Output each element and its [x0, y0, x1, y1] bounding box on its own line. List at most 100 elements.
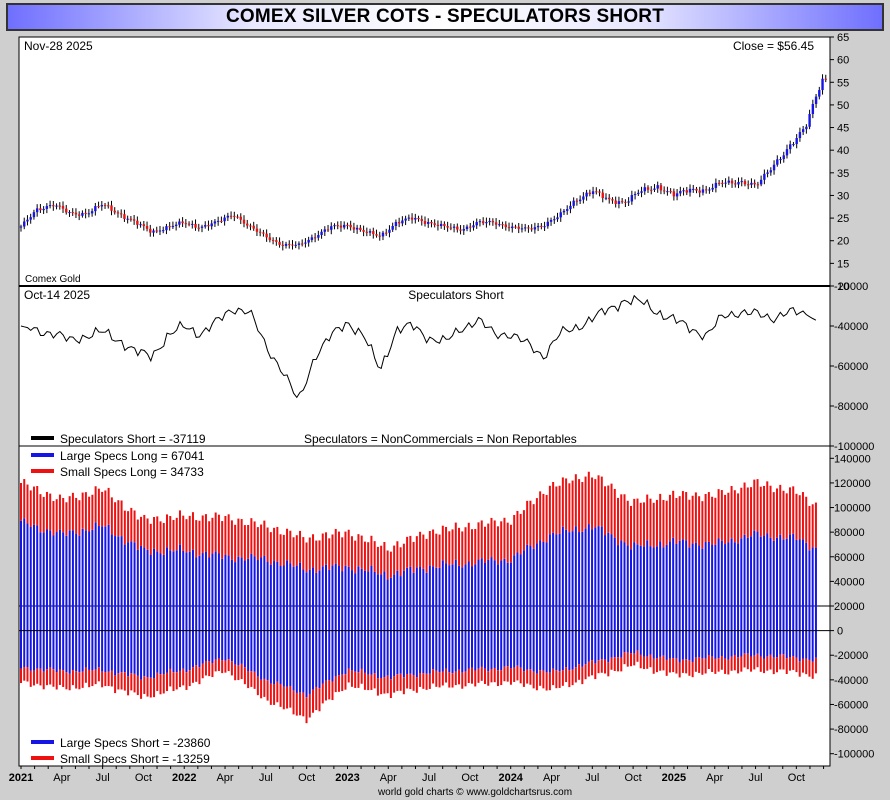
- price-candle: [313, 237, 317, 239]
- bar-large-short: [766, 630, 769, 657]
- bar-large-long: [58, 529, 61, 631]
- bar-large-short: [383, 630, 386, 678]
- bar-small-short: [730, 656, 733, 671]
- bar-small-long: [114, 502, 117, 537]
- price-candle: [81, 212, 84, 216]
- bar-large-short: [714, 630, 717, 659]
- bar-small-short: [772, 657, 775, 675]
- bar-large-short: [276, 630, 279, 682]
- y-tick-label: -80000: [834, 401, 868, 413]
- bar-large-short: [130, 630, 133, 674]
- price-candle: [491, 220, 495, 223]
- bar-small-long: [617, 497, 620, 546]
- legend-swatch-large-short: [31, 740, 54, 744]
- bar-small-short: [315, 686, 318, 711]
- bar-small-short: [376, 678, 379, 696]
- bar-small-long: [477, 522, 480, 560]
- bar-large-long: [198, 555, 201, 631]
- bar-small-long: [65, 502, 68, 536]
- bar-small-short: [451, 673, 454, 688]
- bar-large-short: [256, 630, 259, 677]
- bar-large-short: [156, 630, 159, 673]
- price-candle: [61, 205, 65, 209]
- bar-large-short: [360, 630, 363, 669]
- bar-small-short: [65, 672, 68, 690]
- bar-small-long: [396, 541, 399, 571]
- price-candle: [48, 205, 52, 207]
- bar-large-long: [20, 520, 22, 631]
- bar-large-long: [701, 548, 704, 631]
- bar-small-long: [659, 493, 662, 542]
- price-candle: [210, 223, 213, 227]
- x-tick-label: Oct: [298, 772, 315, 784]
- price-candle: [523, 227, 527, 229]
- bar-small-long: [772, 492, 775, 541]
- bar-large-long: [737, 543, 740, 631]
- price-candle: [229, 215, 233, 217]
- bar-large-long: [604, 535, 607, 631]
- bar-small-short: [386, 675, 389, 694]
- bar-large-short: [52, 630, 55, 670]
- bar-small-short: [526, 669, 529, 684]
- bar-large-long: [188, 551, 191, 631]
- bar-small-short: [295, 692, 298, 716]
- bar-large-long: [587, 524, 590, 631]
- bar-small-long: [711, 496, 714, 545]
- bar-small-short: [292, 690, 295, 715]
- price-candle: [669, 191, 672, 193]
- price-candle: [414, 217, 417, 220]
- bar-small-long: [698, 496, 701, 546]
- bar-large-long: [691, 543, 694, 631]
- bar-large-short: [334, 630, 337, 677]
- title-banner: COMEX SILVER COTS - SPECULATORS SHORT: [6, 3, 884, 31]
- bar-large-short: [795, 630, 798, 658]
- bar-small-short: [97, 667, 100, 682]
- bar-small-long: [110, 497, 113, 535]
- price-candle: [423, 221, 427, 224]
- bar-large-long: [224, 555, 227, 631]
- bar-large-long: [798, 539, 801, 631]
- price-candle: [271, 239, 275, 241]
- bar-small-long: [766, 481, 769, 534]
- bar-small-long: [211, 517, 214, 554]
- bar-small-short: [88, 669, 91, 688]
- bar-large-long: [276, 561, 279, 631]
- bar-small-short: [182, 668, 185, 686]
- bar-small-long: [548, 485, 551, 535]
- bar-small-short: [617, 657, 620, 672]
- bar-large-long: [772, 540, 775, 631]
- price-candle: [730, 180, 734, 184]
- bar-large-long: [256, 560, 259, 631]
- price-panel: [19, 74, 827, 251]
- price-candle: [789, 144, 792, 150]
- bar-small-long: [779, 484, 782, 535]
- bar-large-long: [672, 537, 675, 631]
- bar-small-short: [234, 664, 237, 681]
- bar-large-short: [162, 630, 165, 675]
- bar-large-short: [188, 630, 191, 671]
- bar-small-long: [376, 546, 379, 575]
- bar-large-long: [331, 565, 334, 631]
- bar-large-long: [412, 572, 415, 631]
- bar-large-long: [617, 545, 620, 631]
- price-candle: [58, 205, 61, 207]
- bar-large-long: [636, 544, 639, 631]
- price-candle: [288, 243, 291, 245]
- bar-small-short: [467, 668, 470, 683]
- bar-large-short: [32, 630, 35, 671]
- price-candle: [184, 223, 188, 225]
- price-candle: [200, 226, 204, 228]
- bar-small-short: [727, 659, 730, 675]
- price-candle: [349, 224, 352, 228]
- close-label: Close = $56.45: [733, 39, 814, 53]
- bar-small-long: [753, 479, 756, 531]
- bar-large-short: [146, 630, 149, 678]
- bar-small-short: [591, 660, 594, 676]
- bar-large-short: [814, 630, 817, 658]
- bar-small-long: [419, 531, 422, 568]
- bar-small-long: [704, 493, 707, 543]
- bar-small-short: [795, 657, 798, 673]
- bar-small-short: [788, 657, 791, 671]
- price-candle: [708, 189, 711, 191]
- price-candle: [498, 224, 501, 226]
